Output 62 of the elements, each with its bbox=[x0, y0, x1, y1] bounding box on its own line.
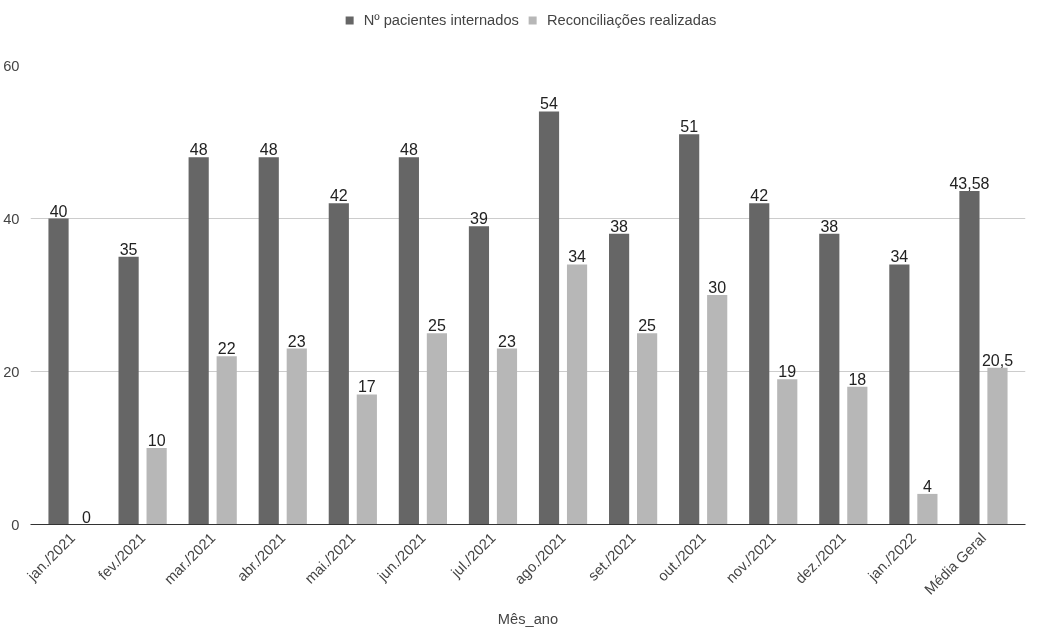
bar bbox=[146, 448, 167, 525]
data-label: 20,5 bbox=[981, 351, 1014, 369]
x-axis-title: Mês_ano bbox=[497, 611, 559, 628]
data-label: 35 bbox=[119, 240, 138, 258]
data-label: 0 bbox=[82, 508, 92, 526]
bar bbox=[917, 493, 938, 525]
data-label: 38 bbox=[610, 217, 629, 235]
y-tick-label: 20 bbox=[3, 363, 20, 380]
data-label: 48 bbox=[189, 141, 208, 159]
bar bbox=[749, 203, 770, 525]
bar bbox=[356, 394, 377, 525]
data-label: 54 bbox=[540, 95, 559, 113]
data-label: 43,58 bbox=[949, 175, 990, 193]
data-label: 40 bbox=[49, 202, 68, 220]
data-label: 18 bbox=[848, 370, 867, 388]
bar bbox=[777, 379, 798, 525]
bar bbox=[566, 264, 588, 525]
data-label: 48 bbox=[399, 141, 418, 159]
data-label: 39 bbox=[470, 210, 488, 228]
data-label: 34 bbox=[568, 248, 587, 266]
bar bbox=[959, 191, 980, 525]
legend-label: Reconciliações realizadas bbox=[546, 12, 717, 28]
bar bbox=[847, 386, 868, 525]
bar bbox=[286, 348, 307, 525]
bar bbox=[987, 367, 1008, 525]
legend-label: Nº pacientes internados bbox=[363, 12, 519, 28]
bar bbox=[609, 233, 630, 525]
data-label: 48 bbox=[259, 141, 278, 159]
bar bbox=[707, 295, 728, 525]
data-label: 23 bbox=[498, 332, 516, 350]
data-label: 23 bbox=[287, 332, 306, 350]
bar bbox=[216, 356, 237, 525]
y-tick-label: 60 bbox=[3, 57, 20, 74]
bar bbox=[188, 157, 209, 525]
data-label: 38 bbox=[820, 217, 839, 235]
y-tick-label: 0 bbox=[11, 516, 20, 533]
data-label: 17 bbox=[357, 378, 376, 396]
data-label: 25 bbox=[428, 317, 446, 335]
y-tick-label: 40 bbox=[3, 210, 20, 227]
data-label: 42 bbox=[329, 187, 348, 205]
data-label: 22 bbox=[217, 340, 236, 358]
data-label: 19 bbox=[778, 363, 797, 381]
data-label: 4 bbox=[922, 477, 932, 495]
data-label: 34 bbox=[890, 248, 909, 266]
bar bbox=[679, 134, 700, 525]
data-label: 25 bbox=[638, 317, 657, 335]
bar bbox=[496, 348, 518, 525]
bar bbox=[889, 264, 910, 525]
bar bbox=[258, 157, 279, 525]
bar bbox=[819, 233, 840, 525]
bar bbox=[468, 226, 490, 525]
data-label: 30 bbox=[708, 279, 727, 296]
data-label: 42 bbox=[750, 187, 769, 205]
bar bbox=[48, 218, 69, 525]
bar bbox=[426, 333, 447, 525]
bar bbox=[398, 157, 419, 525]
data-label: 51 bbox=[680, 118, 699, 136]
bar bbox=[118, 256, 139, 525]
data-label: 10 bbox=[147, 432, 166, 449]
bar bbox=[637, 333, 658, 525]
bar bbox=[538, 111, 560, 525]
bar bbox=[328, 203, 349, 525]
